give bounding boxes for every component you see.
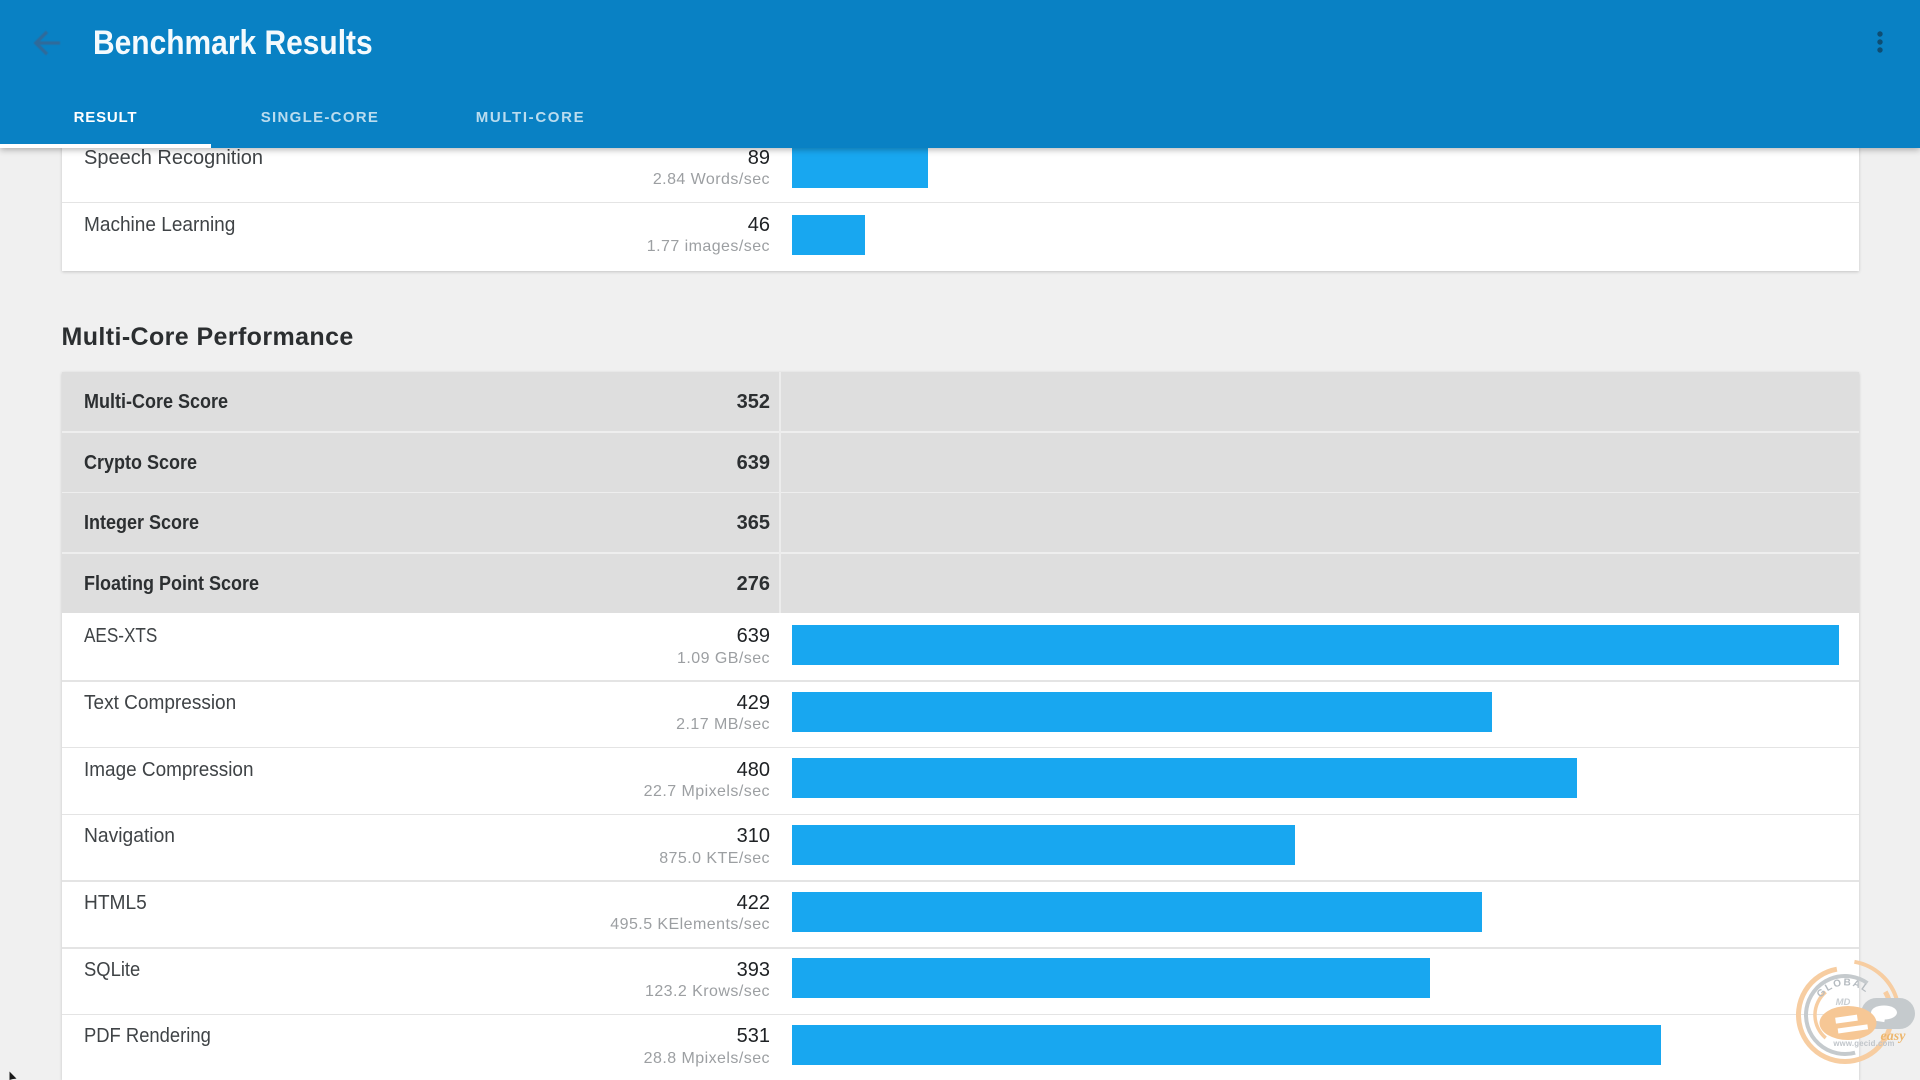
svg-text:MD: MD <box>1836 997 1851 1008</box>
svg-text:easy: easy <box>1881 1029 1907 1044</box>
svg-text:www.gecid.com: www.gecid.com <box>1832 1039 1894 1048</box>
